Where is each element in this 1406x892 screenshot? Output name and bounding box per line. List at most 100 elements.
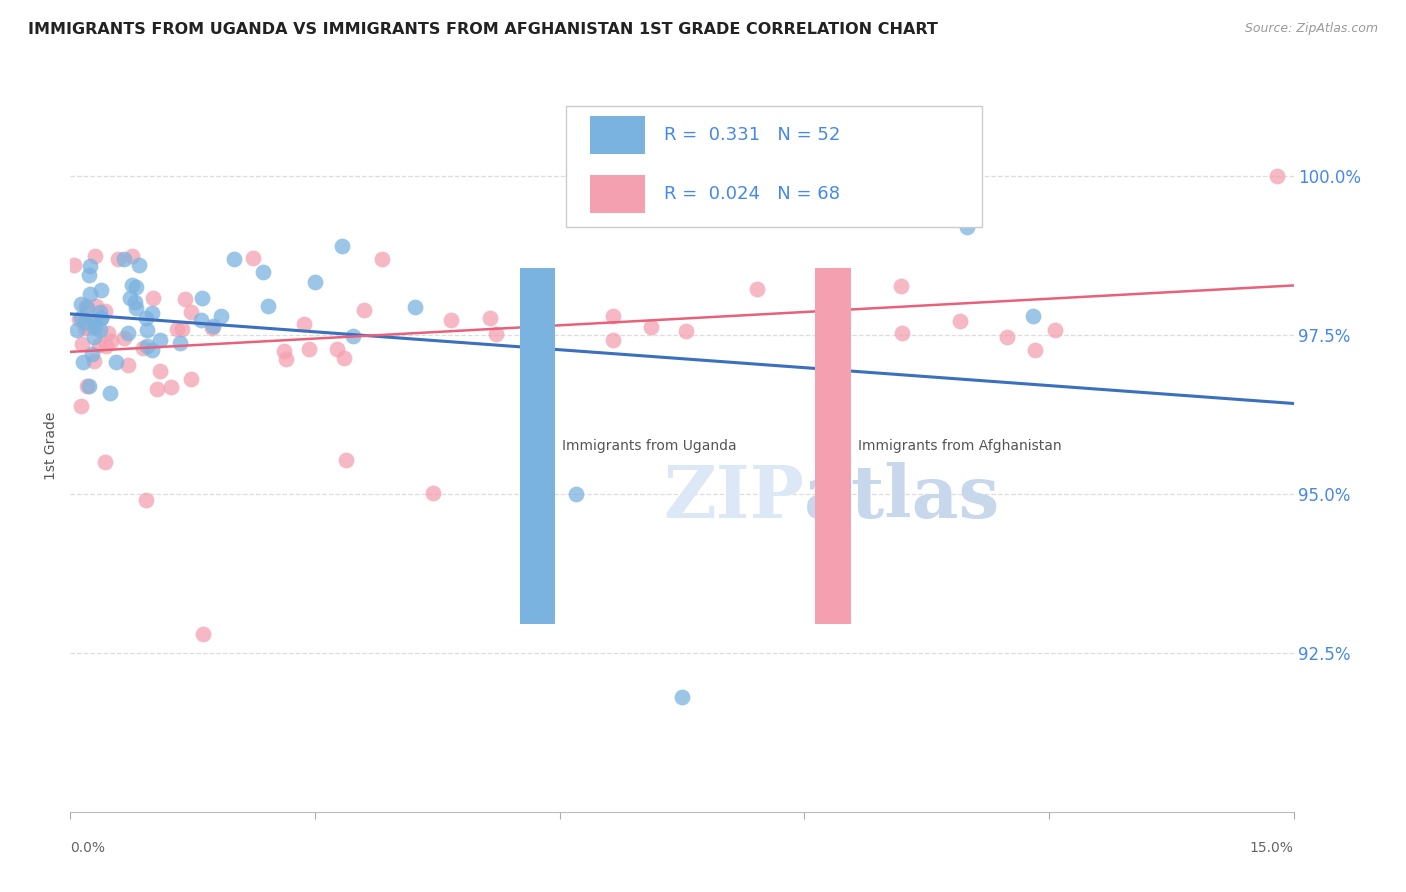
Point [891,326,914,340]
Point [65,323,87,337]
Point [83,330,105,344]
Point [73,315,96,329]
Point [124,301,146,315]
Point [112,252,135,267]
Point [77,320,100,334]
Text: atlas: atlas [804,462,1000,533]
Text: 0.0%: 0.0% [70,841,105,855]
Point [87,338,110,352]
Point [124,295,146,310]
Point [118,291,141,305]
Point [304,275,326,289]
Point [890,279,912,293]
Point [84,299,107,313]
Point [146,382,169,396]
Point [76,379,98,393]
Point [1021,309,1043,323]
Point [80,347,103,361]
Point [105,355,128,369]
Point [422,486,444,500]
Point [128,258,150,272]
Point [370,252,392,266]
Point [747,282,769,296]
Point [83,320,105,334]
Point [602,309,624,323]
Point [333,351,356,366]
Point [353,303,375,318]
Point [117,326,139,341]
Text: Immigrants from Uganda: Immigrants from Uganda [562,439,737,453]
Point [135,493,157,508]
Point [75,314,97,328]
Point [166,322,188,336]
Point [94,339,117,353]
Point [76,301,98,315]
Point [83,249,105,263]
Point [209,309,232,323]
Point [72,355,94,369]
Point [342,329,364,343]
Point [439,312,461,326]
Point [956,219,979,234]
Point [94,455,117,469]
Point [136,323,159,337]
Point [180,371,202,385]
Point [1043,323,1066,337]
Point [602,333,624,347]
Bar [591,116,645,154]
Point [274,352,297,367]
Point [257,299,280,313]
Point [640,320,662,334]
Point [94,304,117,318]
Point [83,315,105,329]
Point [169,335,191,350]
Point [100,334,122,349]
Point [478,310,501,325]
Point [79,287,101,301]
Point [335,453,357,467]
Point [159,379,181,393]
Point [404,301,426,315]
Point [90,311,112,326]
Point [292,317,315,331]
Point [89,323,111,337]
Point [79,259,101,273]
Point [83,318,105,333]
Point [942,202,965,216]
Point [89,304,111,318]
Point [190,313,212,327]
Point [149,364,172,378]
Point [97,326,120,340]
Point [675,324,697,338]
Text: R =  0.024   N = 68: R = 0.024 N = 68 [664,185,839,202]
Point [136,339,159,353]
Text: R =  0.331   N = 52: R = 0.331 N = 52 [664,126,839,145]
Point [76,313,98,327]
Point [326,342,349,356]
Point [1265,169,1288,183]
Point [201,320,224,334]
Point [90,284,112,298]
Point [202,318,225,333]
Point [148,333,170,347]
Point [70,297,93,311]
Point [180,305,202,319]
Point [242,251,264,265]
Point [173,292,195,306]
Point [67,312,90,326]
Point [141,306,163,320]
Point [671,690,693,705]
Point [75,299,97,313]
Text: Source: ZipAtlas.com: Source: ZipAtlas.com [1244,22,1378,36]
Point [565,486,588,500]
Point [121,277,143,292]
Point [77,268,100,282]
Point [77,379,100,393]
Point [1024,343,1046,357]
Point [135,310,157,325]
Text: ZIP: ZIP [664,462,804,533]
Point [273,344,295,359]
Point [107,252,129,266]
Point [112,331,135,345]
Point [75,320,97,334]
